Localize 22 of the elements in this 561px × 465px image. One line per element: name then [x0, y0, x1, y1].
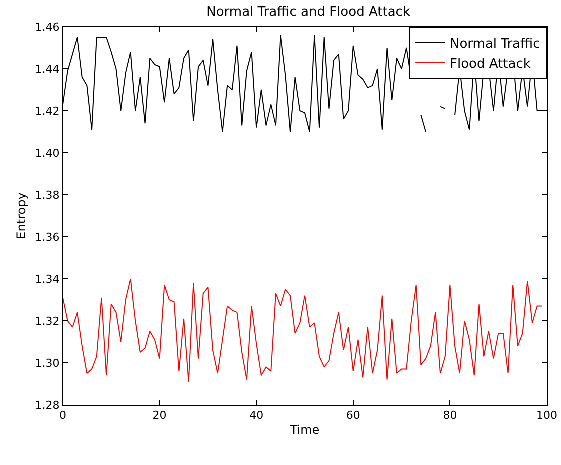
y-axis-title: Entropy — [14, 192, 29, 240]
chart-title: Normal Traffic and Flood Attack — [206, 5, 411, 20]
y-tick-label: 1.46 — [35, 20, 60, 34]
legend-label: Flood Attack — [450, 56, 532, 72]
x-axis-title: Time — [289, 423, 320, 438]
x-tick-label: 80 — [443, 409, 458, 422]
y-tick-label: 1.42 — [35, 104, 60, 118]
y-tick-label: 1.44 — [35, 62, 60, 76]
y-tick-label: 1.28 — [35, 398, 60, 412]
x-tick-label: 0 — [60, 409, 66, 422]
y-tick-label: 1.40 — [35, 146, 60, 160]
x-tick-label: 60 — [346, 409, 360, 422]
y-tick-label: 1.30 — [35, 356, 60, 370]
y-tick-label: 1.38 — [35, 188, 60, 202]
x-tick-label: 100 — [536, 409, 558, 422]
x-tick-label: 20 — [152, 409, 167, 422]
y-tick-label: 1.32 — [35, 314, 60, 328]
line-series — [63, 278, 543, 382]
y-tick-label: 1.36 — [35, 230, 60, 244]
legend-label: Normal Traffic — [450, 37, 540, 52]
y-tick-label: 1.34 — [35, 272, 60, 286]
x-tick-label: 40 — [250, 409, 264, 422]
